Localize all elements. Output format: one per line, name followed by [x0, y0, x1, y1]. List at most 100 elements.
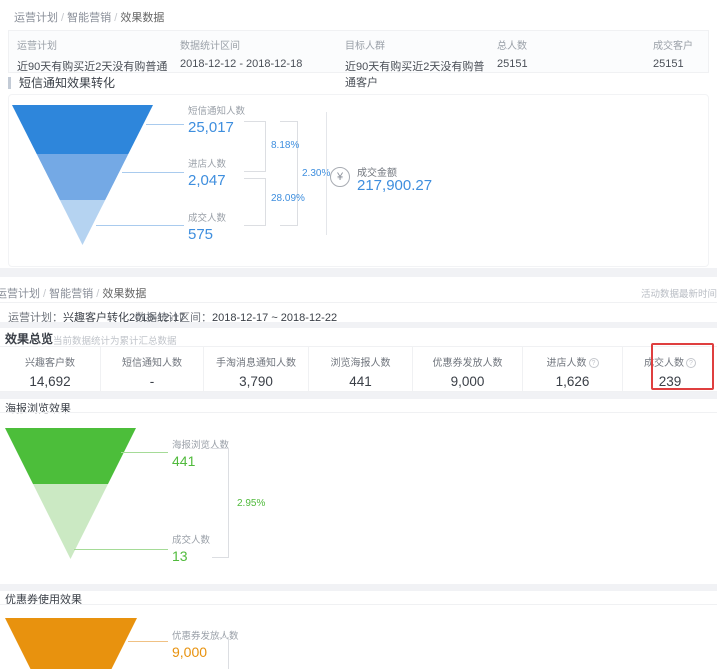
info-deal-customers: 成交客户 25151 — [645, 31, 708, 72]
breadcrumb-item-plan[interactable]: 运营计划 — [14, 12, 67, 24]
funnel-band-poster-views[interactable] — [5, 428, 136, 484]
stat-interest-customers: 兴趣客户数 14,692 — [0, 347, 100, 391]
yen-icon: ¥ — [330, 167, 350, 187]
funnel-band-coupons-issued[interactable] — [5, 618, 137, 669]
plan-name-row: 运营计划：兴趣客户转化2018-12-17 — [8, 309, 185, 325]
funnel-level-value: 13 — [172, 548, 188, 564]
deal-amount-value: 217,900.27 — [357, 177, 433, 194]
info-icon[interactable] — [588, 358, 599, 368]
plan-info-bar: 运营计划 近90天有购买近2天没有购普通 数据统计区间 2018-12-12 -… — [8, 30, 709, 89]
info-label: 目标人群 — [345, 41, 385, 52]
funnel-level-label: 成交人数 — [172, 535, 211, 546]
leader-line — [146, 124, 184, 125]
stat-coupons-issued: 优惠券发放人数 9,000 — [412, 347, 522, 391]
plan-label: 运营计划： — [8, 312, 63, 324]
vertical-divider — [326, 112, 327, 235]
funnel-level-sms: 短信通知人数 25,017 — [188, 103, 245, 136]
coupon-section-title: 优惠券使用效果 — [5, 594, 82, 606]
stat-label: 进店人数 — [523, 354, 622, 369]
divider — [0, 412, 717, 413]
info-label: 成交客户 — [653, 41, 693, 52]
breadcrumb-item-plan[interactable]: 运营计划 — [0, 288, 49, 300]
funnel-level-value: 441 — [172, 453, 196, 469]
funnel-band-poster-deal[interactable] — [33, 484, 108, 559]
stat-value: 1,626 — [555, 374, 590, 389]
funnel-band-sms[interactable] — [12, 105, 153, 154]
funnel-level-value: 2,047 — [188, 172, 226, 189]
funnel-level-coupons-issued: 优惠券发放人数 9,000 — [172, 628, 239, 660]
spacer — [0, 584, 717, 591]
breadcrumb-item-effect-data: 效果数据 — [120, 12, 165, 24]
info-icon[interactable] — [686, 358, 696, 368]
section-separator — [0, 268, 717, 277]
date-range-value: 2018-12-17 ~ 2018-12-22 — [212, 312, 338, 324]
poster-overall-rate: 2.95% — [237, 498, 266, 509]
funnel-level-label: 成交人数 — [188, 213, 227, 224]
funnel-level-value: 575 — [188, 226, 214, 243]
funnel-band-deal[interactable] — [59, 200, 106, 245]
funnel-level-value: 9,000 — [172, 644, 208, 660]
rate-bracket — [244, 178, 266, 226]
info-value: 2018-12-12 - 2018-12-18 — [180, 58, 303, 70]
funnel-level-label: 短信通知人数 — [188, 106, 246, 117]
stat-value: 3,790 — [239, 374, 273, 389]
stat-app-message-notified: 手淘消息通知人数 3,790 — [203, 347, 308, 391]
stat-value: 239 — [658, 374, 682, 389]
funnel-level-label: 优惠券发放人数 — [172, 631, 239, 642]
leader-line — [74, 549, 168, 550]
stat-poster-viewers: 浏览海报人数 441 — [308, 347, 412, 391]
stat-deal-customers: 成交人数 239 — [622, 347, 717, 391]
sms-funnel-section-title: 短信通知效果转化 — [8, 77, 115, 89]
date-range-label: 数据统计区间： — [135, 312, 212, 324]
stat-value: 14,692 — [29, 374, 71, 389]
deal-amount-label: 成交金额 — [357, 168, 397, 179]
funnel-level-poster-deal: 成交人数 13 — [172, 532, 210, 564]
funnel-band-visit[interactable] — [36, 154, 129, 200]
funnel-level-visit: 进店人数 2,047 — [188, 156, 226, 189]
divider — [0, 302, 717, 303]
info-label: 总人数 — [497, 41, 527, 52]
breadcrumb: 运营计划智能营销效果数据 — [14, 9, 164, 25]
stat-label: 短信通知人数 — [122, 358, 182, 369]
divider — [0, 604, 717, 605]
breadcrumb-item-marketing[interactable]: 智能营销 — [49, 288, 102, 300]
info-target-audience: 目标人群 近90天有购买近2天没有购普通客户 — [337, 31, 489, 89]
coupon-funnel-chart — [5, 618, 137, 669]
info-date-range: 数据统计区间 2018-12-12 - 2018-12-18 — [172, 31, 337, 72]
stat-label: 兴趣客户数 — [25, 358, 75, 369]
info-value: 25151 — [497, 58, 528, 70]
leader-line — [128, 641, 168, 642]
info-value: 近90天有购买近2天没有购普通客户 — [345, 61, 485, 89]
breadcrumb: 运营计划智能营销效果数据 — [0, 285, 146, 301]
info-total-people: 总人数 25151 — [489, 31, 645, 72]
stat-label: 成交人数 — [623, 354, 717, 369]
funnel-level-label: 海报浏览人数 — [172, 440, 230, 451]
rate-bracket — [244, 121, 266, 172]
stat-value: 441 — [349, 374, 372, 389]
plan-value: 兴趣客户转化2018-12-17 — [63, 312, 186, 324]
leader-line — [122, 172, 184, 173]
funnel-level-value: 25,017 — [188, 119, 234, 136]
funnel-level-deal: 成交人数 575 — [188, 210, 226, 243]
poster-funnel-chart — [5, 428, 136, 559]
rate-bracket — [214, 637, 229, 669]
stat-store-visitors: 进店人数 1,626 — [522, 347, 622, 391]
stat-label: 优惠券发放人数 — [432, 358, 503, 369]
overview-title: 效果总览 — [5, 332, 54, 346]
overview-stats-table: 兴趣客户数 14,692 短信通知人数 - 手淘消息通知人数 3,790 浏览海… — [0, 346, 717, 392]
info-value: 25151 — [653, 58, 684, 70]
spacer — [0, 322, 717, 328]
overall-rate-bracket — [280, 121, 298, 226]
leader-line — [96, 225, 184, 226]
stat-value: 9,000 — [450, 374, 485, 389]
data-update-time: 活动数据最新时间 2018-12 — [641, 289, 717, 300]
breadcrumb-item-effect-data: 效果数据 — [102, 288, 147, 300]
breadcrumb-item-marketing[interactable]: 智能营销 — [67, 12, 120, 24]
poster-section-title: 海报浏览效果 — [5, 403, 71, 415]
rate-overall: 2.30% — [302, 168, 331, 179]
stat-label: 浏览海报人数 — [330, 358, 391, 369]
rate-bracket — [212, 448, 229, 558]
stat-label: 手淘消息通知人数 — [216, 358, 296, 369]
stat-value: - — [149, 374, 155, 389]
overview-subtitle: 当前数据统计为累计汇总数据 — [53, 336, 177, 347]
